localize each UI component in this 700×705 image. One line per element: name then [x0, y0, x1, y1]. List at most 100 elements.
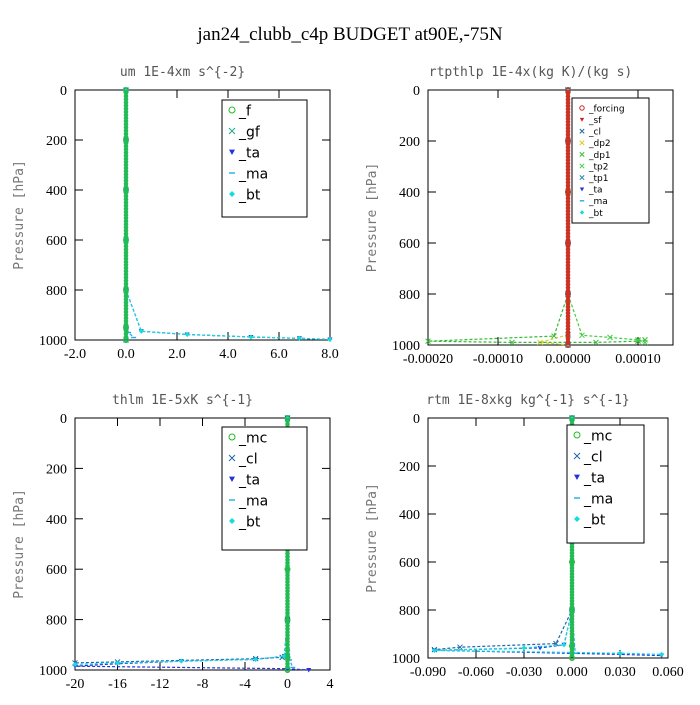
plot-frame [427, 417, 669, 659]
profile-point [569, 415, 575, 421]
legend-item: _tp2 [579, 162, 608, 172]
x-tick-label: -0.00020 [403, 352, 453, 367]
y-tick-label: 400 [399, 186, 420, 201]
legend-item: _dp2 [579, 139, 611, 149]
legend-label: _ta [238, 145, 260, 161]
chart-title: rtpthlp 1E-4x(kg K)/(kg s) [429, 65, 633, 80]
data-point [184, 332, 190, 337]
legend-item: _bt [579, 209, 603, 219]
chart-title: thlm 1E-5xK s^{-1} [112, 393, 253, 408]
profile-point [569, 610, 575, 616]
y-tick-label: 800 [399, 288, 420, 303]
profile-point [569, 649, 575, 655]
legend: _f _gf _ta _ma _bt [221, 99, 308, 218]
legend-marker [228, 433, 236, 441]
profile-point [569, 544, 575, 550]
x-tick-label: 4 [327, 677, 334, 692]
legend-item: _ma [574, 491, 613, 507]
profile-point [569, 631, 575, 637]
profile-point [569, 640, 575, 646]
profile-point [569, 565, 575, 571]
series-line [434, 418, 573, 651]
legend-label: _gf [238, 124, 261, 140]
y-axis-label: Pressure [hPa] [12, 489, 27, 599]
data-point [642, 339, 648, 346]
legend-marker [573, 452, 581, 460]
x-tick-label: 0.060 [652, 665, 684, 680]
y-tick-label: 0 [413, 412, 420, 427]
legend-box [571, 97, 650, 224]
profile-point [569, 559, 575, 565]
legend-item: _dp1 [579, 151, 611, 161]
data-point [635, 337, 641, 343]
legend-box [221, 426, 308, 551]
data-point [607, 334, 613, 341]
legend-item: _bt [574, 512, 606, 528]
legend-item: _gf [228, 124, 261, 140]
x-tick-label: 8.0 [321, 347, 339, 362]
y-tick-label: 0 [60, 84, 67, 99]
legend-marker [574, 516, 580, 522]
data-point [457, 644, 463, 651]
legend-box [221, 99, 308, 218]
y-tick-label: 1000 [392, 652, 420, 667]
legend-label: _ta [583, 470, 605, 486]
profile-point [569, 598, 575, 604]
data-point [659, 651, 665, 657]
x-tick-label: -0.090 [410, 665, 446, 680]
legend-label: _cl [583, 449, 603, 465]
x-tick-label: 2.0 [168, 347, 186, 362]
legend-label: _ma [588, 197, 608, 207]
profile-point [569, 553, 575, 559]
legend-marker [579, 151, 585, 157]
y-tick-label: 0 [413, 84, 420, 99]
chart-panel-2: rtpthlp 1E-4x(kg K)/(kg s) Pressure [hPa]… [365, 65, 674, 367]
legend-marker [579, 105, 585, 111]
profile-point [569, 616, 575, 622]
data-point [115, 660, 120, 666]
profile-point [569, 643, 575, 649]
y-axis-label: Pressure [hPa] [365, 483, 380, 593]
profile-point [569, 646, 575, 652]
legend-label: _cl [238, 451, 258, 467]
y-tick-label: 200 [46, 134, 67, 149]
legend-marker [229, 476, 235, 482]
legend-marker [228, 106, 236, 114]
legend-marker [579, 163, 585, 169]
x-tick-label: -0.030 [506, 665, 542, 680]
y-tick-label: 600 [46, 234, 67, 249]
x-tick-label: -12 [151, 677, 170, 692]
profile-point [569, 589, 575, 595]
legend-marker [574, 474, 580, 480]
legend-item: _ta [579, 186, 603, 196]
profile-point [569, 568, 575, 574]
y-tick-label: 800 [46, 284, 67, 299]
legend-label: _tp1 [588, 174, 608, 184]
data-point [306, 668, 312, 673]
legend-label: _bt [238, 514, 261, 530]
profile-point [569, 652, 575, 658]
x-tick-label: 0.0 [117, 347, 135, 362]
profile-point [569, 595, 575, 601]
profile-point [569, 625, 575, 631]
profile-point [569, 586, 575, 592]
profile-point [569, 655, 575, 661]
legend-item: _ma [229, 493, 268, 509]
x-tick-label: -20 [66, 677, 85, 692]
data-point [551, 333, 557, 339]
profile-point [285, 667, 290, 673]
profile-point [569, 547, 575, 553]
profile-point [569, 622, 575, 628]
legend-item: _f [228, 103, 252, 119]
zero-profile [565, 87, 571, 348]
legend-marker [579, 175, 585, 181]
profile-point [569, 550, 575, 556]
profile-point [569, 601, 575, 607]
legend-label: _f [238, 103, 252, 119]
legend-label: _sf [588, 116, 602, 126]
profile-point [569, 583, 575, 589]
legend-item: _sf [579, 116, 602, 126]
legend-item: _tp1 [579, 174, 608, 184]
legend-item: _ma [229, 166, 268, 182]
y-tick-label: 0 [60, 412, 67, 427]
